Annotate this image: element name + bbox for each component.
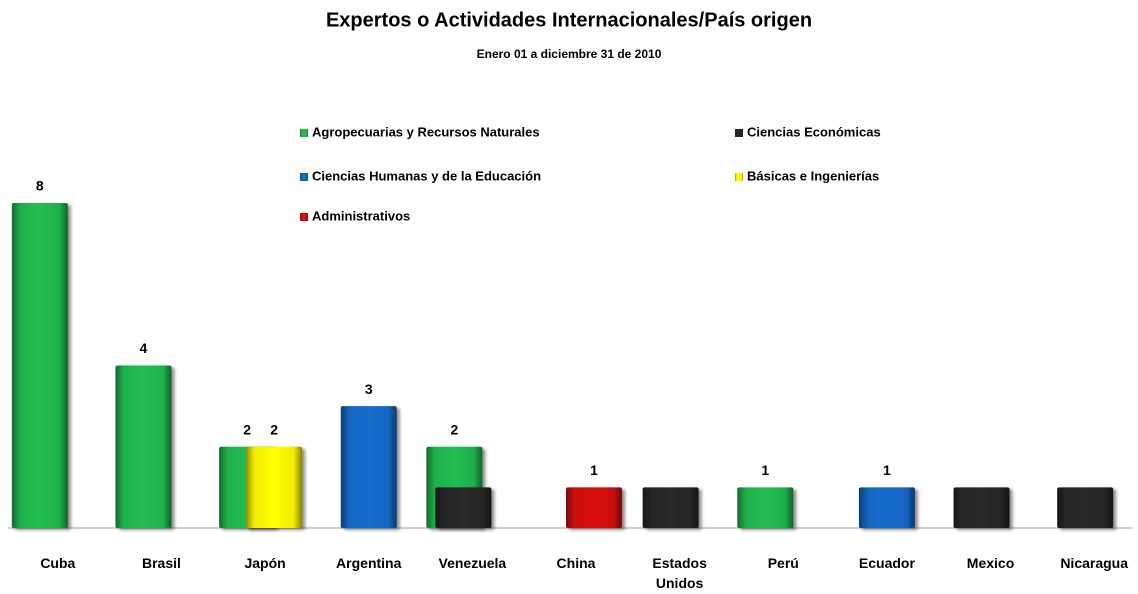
bar [858, 487, 915, 528]
legend-label: Agropecuarias y Recursos Naturales [312, 124, 540, 139]
data-label: 1 [590, 462, 598, 478]
x-tick-label: Argentina [336, 555, 402, 571]
x-tick-label: Venezuela [438, 555, 507, 571]
bar [340, 406, 397, 528]
x-tick-label: Brasil [141, 555, 181, 571]
data-label: 8 [36, 178, 44, 194]
bar [11, 203, 68, 528]
legend-label: Administrativos [312, 208, 410, 223]
data-label: 2 [450, 421, 458, 437]
legend-swatch [735, 129, 743, 137]
data-label: 1 [883, 462, 891, 478]
x-tick-label: Nicaragua [1060, 555, 1129, 571]
legend-swatch [300, 173, 308, 181]
legend-swatch [735, 173, 743, 181]
bar [115, 365, 172, 528]
data-label: 1 [761, 462, 769, 478]
bar [1057, 487, 1114, 528]
data-label: 2 [270, 421, 278, 437]
legend-label: Básicas e Ingenierías [747, 168, 879, 183]
legend-label: Ciencias Humanas y de la Educación [312, 168, 541, 183]
x-tick-label: Japón [244, 555, 286, 571]
x-tick-label: China [556, 555, 596, 571]
x-tick-label: Mexico [966, 555, 1015, 571]
x-tick-label: Ecuador [858, 555, 915, 571]
legend-label: Ciencias Económicas [747, 124, 881, 139]
data-label: 4 [140, 340, 148, 356]
bar [246, 446, 303, 528]
bar [737, 487, 794, 528]
legend-swatch [300, 213, 308, 221]
bar [435, 487, 492, 528]
bar [953, 487, 1010, 528]
data-label: 3 [365, 381, 373, 397]
x-tick-label: Cuba [40, 555, 76, 571]
data-label: 2 [243, 421, 251, 437]
chart-subtitle: Enero 01 a diciembre 31 de 2010 [477, 47, 662, 61]
bar [642, 487, 699, 528]
bar [566, 487, 622, 528]
x-tick-label: Estados Unidos [652, 555, 707, 591]
chart-title: Expertos o Actividades Internacionales/P… [326, 9, 812, 31]
legend-swatch [300, 129, 308, 137]
x-tick-label: Perú [767, 555, 799, 571]
